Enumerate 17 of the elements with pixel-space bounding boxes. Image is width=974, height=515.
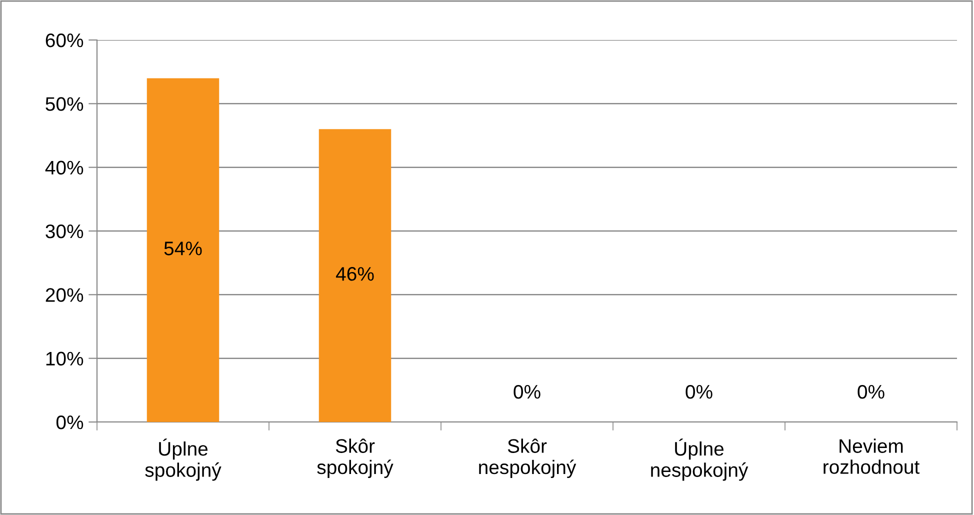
data-label: 0% bbox=[514, 384, 540, 399]
y-tick-label: 60% bbox=[46, 33, 84, 48]
data-label: 54% bbox=[164, 242, 202, 256]
y-tick-label: 40% bbox=[45, 160, 84, 175]
x-tick-label: Skôr spokojný bbox=[317, 438, 394, 478]
y-tick-label: 50% bbox=[46, 97, 84, 111]
x-tick-label: Neviem rozhodnout bbox=[824, 438, 920, 474]
x-tick-label: Úplne nespokojný bbox=[651, 438, 748, 481]
y-tick-label: 20% bbox=[46, 288, 84, 302]
data-label: 0% bbox=[858, 384, 884, 399]
data-label: 0% bbox=[686, 384, 712, 399]
data-label: 46% bbox=[336, 267, 374, 281]
y-tick-label: 10% bbox=[46, 352, 84, 366]
y-tick-label: 0% bbox=[56, 415, 84, 430]
x-tick-label: Skôr nespokojný bbox=[479, 438, 576, 478]
x-tick-label: Úplne spokojný bbox=[145, 438, 222, 481]
y-tick-label: 30% bbox=[46, 224, 84, 238]
